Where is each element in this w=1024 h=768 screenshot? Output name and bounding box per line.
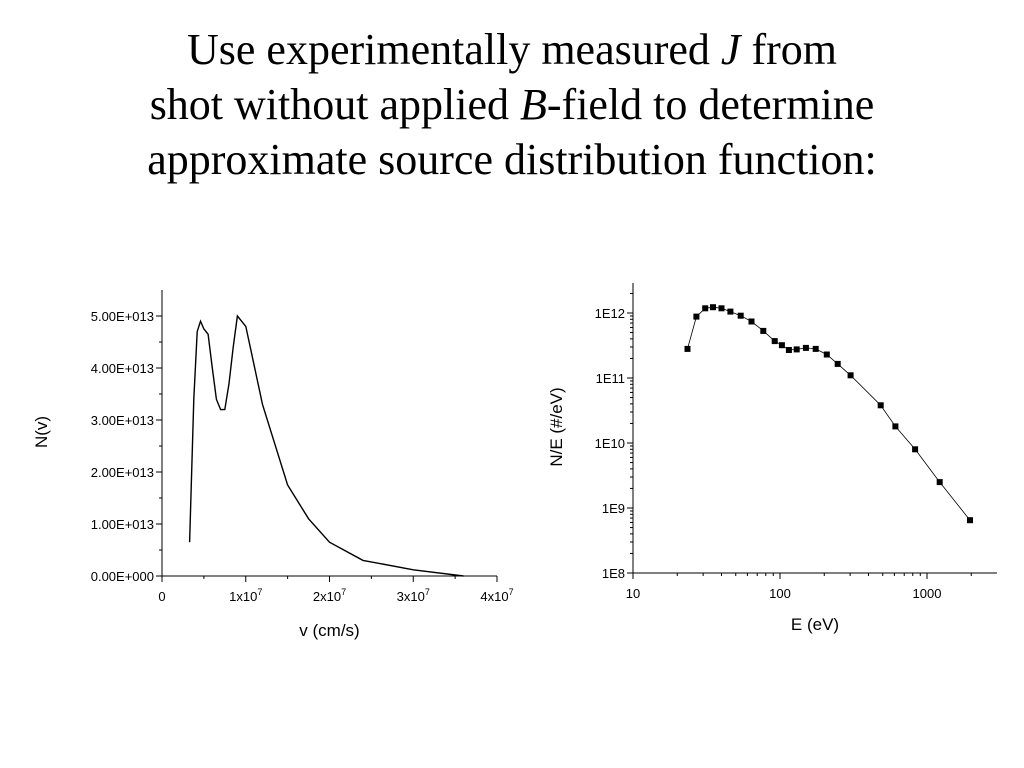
y-tick-label: 4.00E+013 <box>91 361 154 376</box>
x-tick-label: 2x107 <box>313 587 346 604</box>
y-tick-label: 1E12 <box>595 306 625 321</box>
data-point <box>778 342 785 349</box>
y-tick-label: 1E8 <box>602 566 625 581</box>
x-axis-label: v (cm/s) <box>299 621 359 640</box>
x-tick-exponent: 7 <box>341 587 346 597</box>
title-italic-b: B <box>520 80 547 129</box>
data-point <box>892 423 899 430</box>
x-tick-base: 1x10 <box>229 589 257 604</box>
data-point <box>847 372 854 379</box>
x-tick-label: 4x107 <box>480 587 513 604</box>
data-point <box>793 346 800 353</box>
x-tick-exponent: 7 <box>425 587 430 597</box>
slide-title: Use experimentally measured J from shot … <box>0 22 1024 187</box>
x-tick-label: 100 <box>769 586 791 601</box>
y-tick-label: 1E11 <box>596 371 625 386</box>
data-point <box>771 338 778 345</box>
data-point <box>967 517 973 524</box>
y-tick-label: 1E9 <box>602 501 625 516</box>
y-tick-label: 0.00E+000 <box>91 569 154 584</box>
data-point <box>684 345 691 352</box>
data-point <box>877 402 884 409</box>
title-italic-j: J <box>720 25 741 74</box>
title-line-2: shot without applied B-field to determin… <box>149 80 875 129</box>
data-point <box>834 360 841 367</box>
y-tick-label: 5.00E+013 <box>91 309 154 324</box>
data-point <box>727 308 734 315</box>
y-axis-label: N/E (#/eV) <box>547 387 566 466</box>
x-tick-base: 4x10 <box>480 589 508 604</box>
title-line-3: approximate source distribution function… <box>147 135 877 184</box>
data-point <box>702 305 709 312</box>
series-line-n-v <box>188 314 464 577</box>
x-tick-label: 3x107 <box>397 587 430 604</box>
x-tick-base: 3x10 <box>397 589 425 604</box>
data-point <box>710 304 716 311</box>
y-tick-label: 1E10 <box>595 436 625 451</box>
data-point <box>785 347 792 353</box>
data-point <box>936 479 943 486</box>
x-tick-exponent: 7 <box>257 587 262 597</box>
data-point <box>912 446 919 453</box>
x-tick-base: 0 <box>158 589 165 604</box>
x-tick-label: 1000 <box>913 586 942 601</box>
x-tick-exponent: 7 <box>509 587 514 597</box>
data-point <box>737 312 744 319</box>
y-tick-label: 3.00E+013 <box>91 413 154 428</box>
y-tick-label: 2.00E+013 <box>91 465 154 480</box>
data-point <box>718 305 725 312</box>
data-point <box>802 344 809 351</box>
x-tick-label: 10 <box>626 586 640 601</box>
title-line-1: Use experimentally measured J from <box>187 25 837 74</box>
data-point <box>812 345 819 352</box>
x-tick-label: 1x107 <box>229 587 262 604</box>
x-tick-label: 0 <box>158 589 165 604</box>
data-point <box>748 318 755 325</box>
series-line-n-e <box>687 306 971 521</box>
data-point <box>693 313 700 320</box>
y-tick-label: 1.00E+013 <box>91 517 154 532</box>
data-point <box>760 327 767 334</box>
x-tick-base: 2x10 <box>313 589 341 604</box>
y-axis-label: N(v) <box>32 416 51 448</box>
data-point <box>823 351 830 358</box>
x-axis-label: E (eV) <box>791 615 839 634</box>
